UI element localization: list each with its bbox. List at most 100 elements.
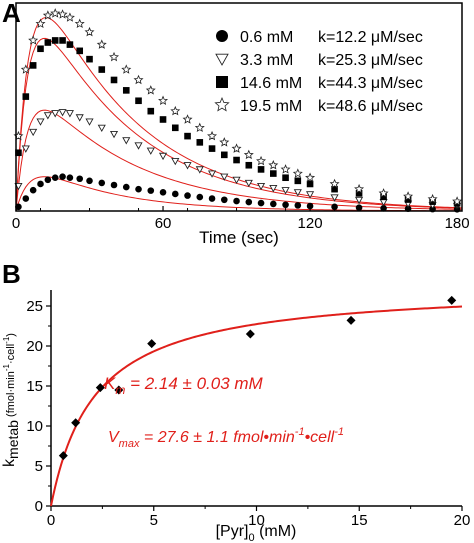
data-point — [447, 295, 457, 305]
series-1-point — [22, 195, 30, 202]
series-4-point — [96, 39, 107, 49]
panel-a-plot-frame — [15, 2, 463, 212]
y-label-sup-2: -1 — [2, 336, 11, 344]
legend-marker-1 — [216, 30, 228, 42]
x-tick-label: 15 — [351, 512, 368, 529]
series-4-point — [207, 130, 218, 141]
series-1-point — [331, 203, 338, 211]
y-label-main: k — [1, 458, 18, 467]
series-3-point — [98, 66, 106, 73]
series-1-point — [159, 188, 167, 196]
data-point — [114, 385, 124, 395]
series-3-point — [220, 151, 228, 159]
legend-label-3: 14.6 mM k=44.3 μM/sec — [240, 75, 423, 92]
series-1-point — [66, 174, 74, 182]
panel-a: A 0 60 120 180 Time (sec) 0.6 mM k=12.2 μM/s… — [2, 0, 470, 247]
series-2-point — [65, 110, 74, 118]
series-3-point — [122, 87, 130, 94]
series-1-point — [245, 198, 253, 206]
series-4-point — [133, 74, 144, 85]
data-point — [245, 329, 255, 339]
series-3-point — [380, 193, 387, 201]
y-label-unit: (fmol·min — [5, 371, 17, 420]
data-point — [95, 383, 105, 393]
series-4-point — [243, 149, 254, 160]
km-subscript: m — [115, 383, 125, 397]
x-tick-label: 180 — [445, 215, 470, 232]
series-1-point — [122, 183, 130, 191]
series-2-point — [109, 130, 119, 139]
series-3-point — [282, 174, 289, 182]
series-4-point — [84, 26, 95, 37]
series-3-point — [15, 149, 22, 157]
series-4-point — [256, 155, 267, 166]
series-1-point — [220, 196, 228, 204]
series-4-point — [182, 114, 193, 124]
x-label-main: [Pyr] — [216, 523, 249, 540]
panel-b-y-axis-label: kmetab (fmol·min-1·cell-1) — [1, 333, 21, 467]
series-3-point — [37, 45, 44, 53]
panel-b-y-ticks: 0 5 10 15 20 25 — [26, 298, 51, 515]
vmax-annotation: Vmax = 27.6 ± 1.1 fmol•min-1•cell-1 — [108, 426, 344, 450]
panel-a-x-axis-label: Time (sec) — [199, 228, 279, 247]
series-4-point — [194, 122, 205, 133]
series-2-point — [330, 194, 339, 202]
legend-marker-3 — [216, 76, 228, 88]
y-tick-label: 10 — [26, 418, 43, 435]
series-3-point — [196, 139, 204, 146]
series-3-point — [355, 190, 363, 197]
data-point — [147, 339, 157, 349]
x-tick-label: 120 — [298, 215, 323, 232]
series-4-point — [20, 64, 31, 74]
series-2-point — [281, 187, 290, 195]
series-4-point — [219, 137, 230, 147]
series-4-point — [35, 18, 46, 29]
legend-label-4: 19.5 mM k=48.6 μM/sec — [240, 98, 423, 115]
series-4-point — [121, 64, 132, 74]
series-4-point — [50, 8, 61, 18]
series-2-point — [97, 124, 106, 133]
series-2-point — [134, 142, 143, 150]
series-1-point — [147, 187, 155, 194]
series-2-point — [14, 182, 23, 191]
panel-a-x-ticks: 0 60 120 180 — [12, 206, 470, 232]
series-3-point — [331, 185, 338, 193]
panel-b: B 0 5 10 15 20 0 5 10 15 20 25 Km = 2.14 ± 0.03 m… — [1, 259, 470, 543]
series-2-point — [51, 110, 60, 118]
series-2-point — [195, 166, 204, 174]
legend-label-1: 0.6 mM k=12.2 μM/sec — [240, 29, 423, 46]
x-tick-label: 10 — [248, 512, 265, 529]
y-label-unit-mid: ·cell — [5, 344, 17, 364]
vmax-symbol: V — [108, 429, 120, 446]
panel-a-legend: 0.6 mM k=12.2 μM/sec 3.3 mM k=25.3 μM/sec 14… — [214, 29, 423, 115]
series-3-point — [86, 55, 93, 63]
series-4-point — [268, 159, 279, 170]
fit-curve-2 — [15, 109, 463, 212]
vmax-sup-1: -1 — [295, 426, 305, 438]
series-2-point — [29, 128, 38, 137]
series-1-point — [15, 203, 22, 211]
series-2-point — [171, 157, 180, 166]
y-tick-label: 25 — [26, 298, 43, 315]
series-3-point — [257, 166, 265, 173]
series-1-point — [257, 199, 265, 207]
series-1-point — [171, 190, 179, 198]
series-4-point — [427, 193, 438, 204]
series-4-point — [170, 105, 181, 116]
series-1-point — [270, 200, 277, 208]
series-4-point — [378, 188, 389, 198]
series-2-point — [183, 162, 192, 170]
panel-b-label: B — [2, 259, 21, 289]
series-1-point — [135, 185, 142, 193]
series-2-point — [122, 137, 131, 145]
data-point — [346, 315, 356, 325]
series-3-point — [76, 47, 84, 55]
series-2-point — [355, 196, 364, 205]
series-3-point — [245, 161, 253, 169]
x-tick-label: 60 — [155, 215, 172, 232]
x-tick-label: 0 — [12, 215, 20, 232]
series-4-point — [74, 18, 85, 29]
y-label-subscript: metab — [5, 420, 21, 459]
series-2-point — [244, 179, 253, 188]
series-1-point — [86, 177, 93, 185]
